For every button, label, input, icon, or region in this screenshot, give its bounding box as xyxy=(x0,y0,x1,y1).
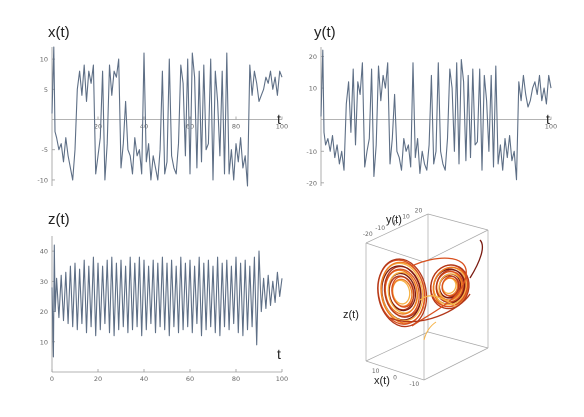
chart-y-ytick-label: 10 xyxy=(309,85,317,93)
chart-x-xtick-label: 40 xyxy=(140,123,148,131)
phase-x-tick-label: 0 xyxy=(393,375,397,382)
chart-z-xtick-label: 0 xyxy=(50,375,54,383)
chart-z-ytick-label: 30 xyxy=(40,278,48,286)
chart-y-title: y(t) xyxy=(314,24,336,41)
phase-box-edge xyxy=(365,360,425,381)
phase-box-edge xyxy=(365,242,425,263)
chart-x-ytick-label: 5 xyxy=(44,86,48,94)
chart-x-xtick-label: 100 xyxy=(276,123,288,131)
phase-box-edge xyxy=(365,331,429,362)
chart-z-ytick-label: 40 xyxy=(40,248,48,256)
chart-z-xtick-label: 40 xyxy=(140,375,148,383)
chart-y-ytick-label: -20 xyxy=(306,179,317,187)
attractor-strand xyxy=(469,239,484,279)
attractor-strand xyxy=(411,257,467,327)
attractor-loop-right xyxy=(429,264,470,310)
phase-box-edge xyxy=(427,213,489,231)
chart-z-series-line xyxy=(51,244,283,358)
chart-z-xlabel: t xyxy=(277,346,281,362)
chart-z-xtick-label: 80 xyxy=(232,375,240,383)
phase-y-tick-label: -10 xyxy=(375,225,385,232)
chart-y-ytick-label: 20 xyxy=(309,53,317,61)
phase-box-edge xyxy=(423,229,489,263)
chart-z-xtick-label: 60 xyxy=(186,375,194,383)
chart-x-series-line xyxy=(51,46,283,187)
chart-y-series-line xyxy=(320,49,552,181)
phase-x-label: x(t) xyxy=(374,375,390,387)
phase-y-label: y(t) xyxy=(386,214,402,226)
phase-y-tick-label: 20 xyxy=(415,208,423,215)
attractor-loop-left xyxy=(377,258,428,328)
chart-x-xtick-label: 60 xyxy=(186,123,194,131)
attractor-strand xyxy=(419,295,457,307)
chart-z-xtick-label: 20 xyxy=(94,375,102,383)
phase-y-tick-label: 0 xyxy=(394,219,398,226)
attractor-trail xyxy=(423,321,437,341)
attractor-strand xyxy=(389,293,471,323)
phase-z-label: z(t) xyxy=(343,309,359,321)
chart-y-xtick-label: 100 xyxy=(545,123,557,131)
chart-z-xtick-label: 100 xyxy=(276,375,288,383)
chart-y-xlabel: t xyxy=(546,111,550,127)
chart-z-ytick-label: 20 xyxy=(40,308,48,316)
phase-x-tick-label: 10 xyxy=(372,368,380,375)
chart-x-xtick-label: 20 xyxy=(94,123,102,131)
chart-x-ytick-label: -10 xyxy=(37,176,48,184)
chart-z-title: z(t) xyxy=(48,211,70,228)
phase-x-tick-label: -10 xyxy=(409,381,419,388)
chart-x-xtick-label: 80 xyxy=(232,123,240,131)
chart-x-group: 10 5 -5 -10 20 40 60 80 100 xyxy=(37,46,288,187)
chart-x-ytick-label: -5 xyxy=(42,146,48,154)
chart-x-xlabel: t xyxy=(277,111,281,127)
phase-box-edge xyxy=(423,347,489,381)
chart-x-ytick-label: 10 xyxy=(40,56,48,64)
phase-box-edge xyxy=(365,213,429,244)
phase-y-tick-label: 10 xyxy=(402,214,410,221)
chart-y-group: 20 10 -10 -20 100 xyxy=(306,47,557,187)
phase-box-edge xyxy=(427,331,489,349)
chart-x-title: x(t) xyxy=(48,24,70,41)
chart-y-ytick-label: -10 xyxy=(306,148,317,156)
chart-z-ytick-label: 10 xyxy=(40,338,48,346)
phase-y-tick-label: -20 xyxy=(363,231,373,238)
